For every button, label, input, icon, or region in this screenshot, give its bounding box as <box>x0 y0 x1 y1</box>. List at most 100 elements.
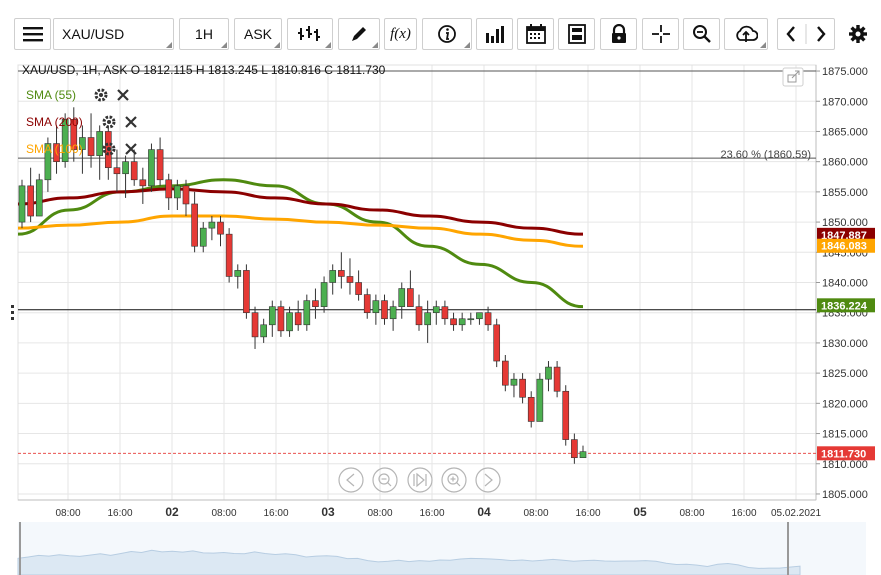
sma-55-close-icon[interactable] <box>117 89 129 101</box>
y-tick-label: 1875.000 <box>822 66 868 78</box>
candle-body <box>329 270 337 283</box>
timeframe-label: 1H <box>195 26 213 42</box>
save-layout-button[interactable] <box>558 18 595 50</box>
candle <box>372 294 380 325</box>
candle <box>312 288 319 319</box>
menu-button[interactable] <box>14 18 51 50</box>
candle <box>294 300 302 331</box>
dropdown-corner-icon <box>464 42 470 48</box>
candle-body <box>225 233 233 277</box>
draw-button[interactable] <box>338 18 380 50</box>
zoom-out-icon[interactable] <box>372 467 398 493</box>
candle-body <box>389 306 397 320</box>
x-tick-label: 08:00 <box>367 508 392 519</box>
sma-200-close-icon[interactable] <box>125 116 137 128</box>
indicators-button[interactable]: f(x) <box>384 18 417 50</box>
reset-zoom-icon[interactable] <box>407 467 433 493</box>
x-tick-label: 08:00 <box>211 508 236 519</box>
chart-navigation <box>338 467 501 493</box>
symbol-select[interactable]: XAU/USD <box>53 18 174 50</box>
x-tick-label: 16:00 <box>575 508 600 519</box>
fibonacci-label: 23.60 % (1860.59) <box>720 149 811 161</box>
dropdown-corner-icon <box>166 42 172 48</box>
x-tick-label: 03 <box>321 505 335 519</box>
expand-icon[interactable] <box>782 67 804 87</box>
menu-icon <box>22 27 43 42</box>
candle <box>156 137 164 186</box>
candle <box>165 173 173 210</box>
x-tick-label: 05 <box>633 505 647 519</box>
navigator-area <box>17 549 801 575</box>
crosshair-button[interactable] <box>642 18 679 50</box>
drag-handle-icon[interactable] <box>11 305 14 320</box>
y-tick-label: 1815.000 <box>822 429 868 441</box>
volume-button[interactable] <box>476 18 513 50</box>
price-tag-bg <box>817 227 875 242</box>
price-tag: 1811.730 <box>817 446 875 461</box>
sma-200-settings-icon[interactable] <box>102 115 116 129</box>
candle-body <box>338 270 345 277</box>
prev-next-icons <box>786 24 826 44</box>
candle <box>251 306 259 349</box>
sma-series-line <box>17 187 584 236</box>
candle-body <box>61 119 69 162</box>
navigator-mini-chart[interactable] <box>17 522 866 575</box>
y-tick-label: 1810.000 <box>822 459 868 471</box>
sma-series-line <box>17 214 584 248</box>
candle-body <box>441 306 449 320</box>
chart-type-button[interactable] <box>287 18 333 50</box>
y-tick-label: 1805.000 <box>822 489 868 501</box>
calendar-button[interactable] <box>517 18 554 50</box>
sma-100-close-icon[interactable] <box>125 143 137 155</box>
sma-100-settings-icon[interactable] <box>102 142 116 156</box>
candle-body <box>35 179 43 217</box>
moving-averages <box>17 178 584 309</box>
candle-body <box>113 167 121 175</box>
candle-body <box>87 137 95 156</box>
candle <box>329 264 337 295</box>
candle <box>87 113 95 168</box>
price-tag-bg <box>817 446 875 461</box>
sma-55-settings-icon[interactable] <box>94 88 108 102</box>
candle <box>44 137 52 192</box>
candle-body <box>243 270 250 314</box>
scroll-right-icon[interactable] <box>475 467 501 493</box>
candle-body <box>432 306 440 314</box>
candle <box>277 300 285 337</box>
price-tag: 1836.224 <box>817 298 875 313</box>
candle-body <box>355 282 362 295</box>
zoom-in-icon[interactable] <box>441 467 467 493</box>
prev-icon[interactable] <box>786 26 795 42</box>
info-button[interactable] <box>422 18 472 50</box>
y-tick-label: 1840.000 <box>822 278 868 290</box>
legend-controls <box>94 88 137 156</box>
candle <box>79 125 86 174</box>
upload-button[interactable] <box>724 18 768 50</box>
candle <box>467 312 475 325</box>
candle <box>27 167 34 223</box>
candle <box>355 270 362 301</box>
zoom-button[interactable] <box>683 18 720 50</box>
candle <box>182 179 190 217</box>
candle-body <box>527 396 535 422</box>
settings-button[interactable] <box>843 18 873 50</box>
timeframe-select[interactable]: 1H <box>179 18 229 50</box>
candle-body <box>277 306 285 332</box>
chart-grid <box>18 65 816 500</box>
candle <box>18 179 26 229</box>
candle <box>122 155 129 198</box>
price-tag-bg <box>817 298 875 313</box>
scroll-left-icon[interactable] <box>338 467 364 493</box>
candle <box>527 391 535 428</box>
candle-body <box>493 324 501 362</box>
settings-icon <box>849 25 867 43</box>
lock-button[interactable] <box>600 18 637 50</box>
next-icon[interactable] <box>817 26 826 42</box>
price-side-select[interactable]: ASK <box>234 18 282 50</box>
candle-body <box>139 179 147 187</box>
crosshair-icon <box>651 25 670 43</box>
y-tick-label: 1855.000 <box>822 187 868 199</box>
candle <box>208 216 216 241</box>
